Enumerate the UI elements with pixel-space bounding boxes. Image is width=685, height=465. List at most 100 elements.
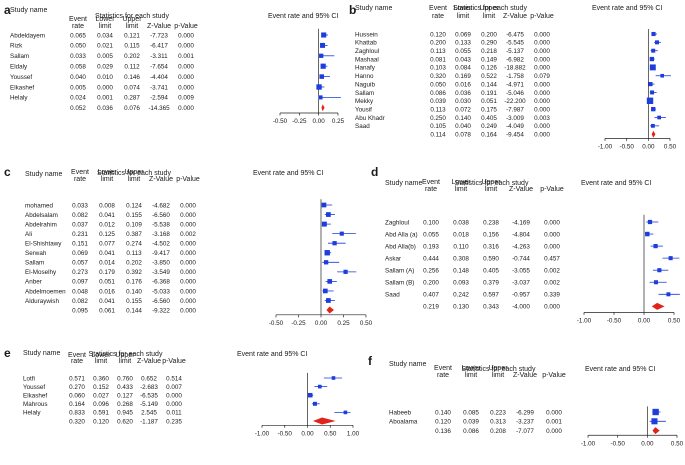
study-name: Abdeldayem (10, 32, 45, 39)
study-name: Mashaal (355, 56, 379, 63)
study-value: 0.316 (483, 243, 499, 250)
study-value: 0.036 (455, 90, 471, 97)
study-value: 0.110 (453, 243, 469, 250)
panel-label: d (371, 165, 378, 179)
x-tick-label: -1.00 (255, 430, 270, 437)
study-value: -3.168 (152, 231, 170, 238)
study-value: 0.069 (72, 250, 88, 257)
study-name: Ali (25, 231, 32, 238)
study-marker (646, 97, 654, 104)
study-name-header: Study name (25, 171, 62, 178)
pooled-value: -4.000 (512, 304, 530, 311)
pooled-diamond (326, 306, 334, 314)
study-value: 0.038 (453, 219, 469, 226)
study-value: -4.404 (150, 74, 168, 81)
study-value: -5.033 (152, 288, 170, 295)
study-value: 0.041 (99, 298, 115, 305)
panel-label: e (4, 346, 11, 360)
study-value: 0.000 (534, 40, 550, 47)
study-value: 0.270 (69, 384, 85, 391)
study-value: 0.339 (544, 292, 560, 299)
study-value: 0.000 (166, 393, 182, 400)
study-value: 0.000 (534, 31, 550, 38)
column-header: Upper limit (481, 179, 501, 193)
study-value: -5.545 (506, 40, 524, 47)
study-value: -6.368 (152, 279, 170, 286)
pooled-value: 0.343 (483, 304, 499, 311)
study-value: 0.140 (455, 115, 471, 122)
study-value: -5.538 (152, 221, 170, 228)
x-tick-label: -0.25 (291, 320, 306, 327)
panel-label: a (4, 3, 11, 17)
study-value: 0.086 (430, 90, 446, 97)
study-value: 0.652 (141, 375, 157, 382)
study-name: Eldaly (10, 64, 28, 71)
study-value: 0.176 (126, 279, 142, 286)
pooled-value: 0.078 (455, 132, 471, 139)
study-value: 0.007 (166, 384, 182, 391)
study-value: -6.535 (140, 393, 158, 400)
study-name: Sallam (355, 90, 374, 97)
study-marker (320, 42, 326, 48)
study-value: 0.379 (483, 280, 499, 287)
study-marker (655, 40, 659, 45)
pooled-value: 0.052 (70, 105, 86, 112)
column-header: Upper limit (124, 169, 144, 183)
study-name: Mahrous (23, 401, 48, 408)
column-header: Lower limit (453, 5, 473, 20)
study-marker (645, 231, 650, 237)
study-marker (653, 243, 658, 249)
study-marker (332, 241, 337, 246)
study-marker (322, 288, 328, 294)
study-value: 0.018 (453, 231, 469, 238)
study-value: 0.048 (72, 288, 88, 295)
study-value: 0.060 (69, 393, 85, 400)
study-value: -3.037 (512, 280, 530, 287)
study-value: -6.982 (506, 56, 524, 63)
study-value: 0.000 (544, 243, 560, 250)
pooled-value: 0.061 (99, 307, 115, 314)
study-value: 0.000 (180, 279, 196, 286)
study-value: 0.000 (534, 81, 550, 88)
study-value: 0.000 (178, 64, 194, 71)
study-value: 0.039 (463, 419, 479, 426)
study-name: Zaghloul (355, 48, 379, 55)
study-value: 0.193 (423, 243, 439, 250)
pooled-value: 0.120 (93, 418, 109, 425)
pooled-value: 0.095 (72, 307, 88, 314)
study-value: 0.000 (180, 250, 196, 257)
study-value: 0.005 (97, 53, 113, 60)
column-header: p-Value (542, 372, 566, 379)
study-name-header: Study name (23, 350, 60, 357)
study-value: 0.191 (481, 90, 497, 97)
study-value: -4.682 (152, 202, 170, 209)
study-name: Yousif (355, 106, 372, 113)
study-value: -18.882 (504, 65, 526, 72)
study-name: Naguib (355, 81, 375, 88)
study-value: 0.000 (180, 221, 196, 228)
study-value: 0.202 (126, 260, 142, 267)
study-value: -3.549 (152, 269, 170, 276)
study-value: 0.050 (430, 81, 446, 88)
study-value: 0.590 (483, 255, 499, 262)
column-header: p-Value (530, 13, 554, 20)
study-value: 0.011 (166, 410, 182, 417)
x-tick-label: 0.00 (315, 320, 328, 327)
plot-header: Event rate and 95% CI (585, 366, 655, 373)
pooled-diamond (651, 130, 656, 138)
study-value: 0.112 (124, 64, 140, 71)
study-value: -2.683 (140, 384, 158, 391)
study-value: 0.000 (534, 90, 550, 97)
study-value: 0.039 (430, 98, 446, 105)
study-value: -4.804 (512, 231, 530, 238)
study-value: 0.407 (423, 292, 439, 299)
study-value: 0.033 (72, 202, 88, 209)
pooled-value: 0.208 (490, 428, 506, 435)
study-value: -6.417 (150, 43, 168, 50)
column-header: Z-Value (509, 186, 533, 193)
study-marker (321, 221, 327, 227)
study-marker (651, 31, 656, 37)
study-value: 0.405 (481, 115, 497, 122)
study-value: 0.444 (423, 255, 439, 262)
pooled-value: 0.000 (544, 304, 560, 311)
